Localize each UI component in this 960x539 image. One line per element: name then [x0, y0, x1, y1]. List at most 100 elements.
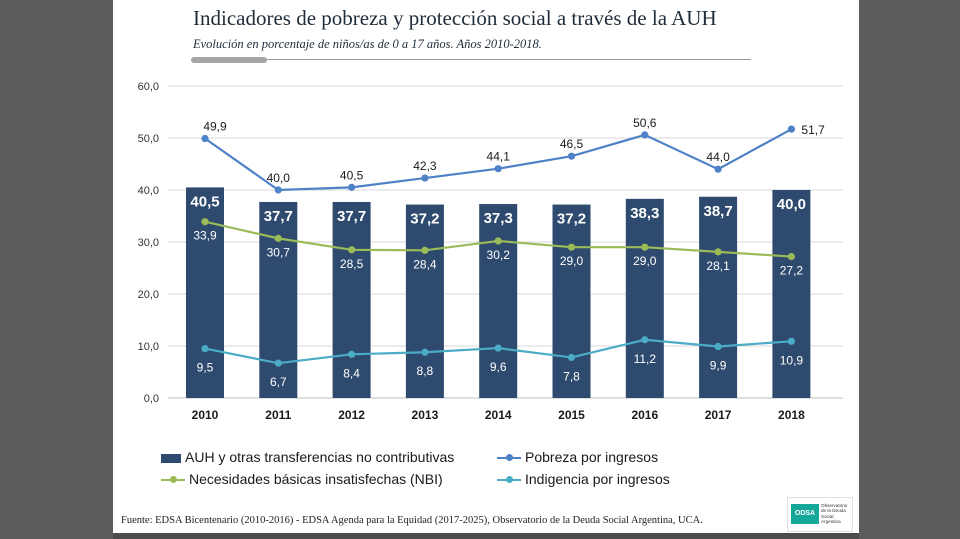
- nbi-point: [567, 243, 576, 251]
- nbi-value-label: 27,2: [780, 264, 804, 278]
- bar-auh: [625, 198, 664, 398]
- indigencia-point: [421, 348, 429, 356]
- bar-auh: [479, 204, 518, 398]
- indigencia-point: [714, 342, 722, 351]
- pobreza-value-label: 44,0: [706, 150, 730, 164]
- pobreza-point: [567, 152, 576, 160]
- y-tick-label: 60,0: [138, 81, 159, 93]
- bar-auh: [552, 204, 591, 398]
- pobreza-value-label: 40,5: [340, 168, 364, 182]
- legend-item-auh: AUH y otras transferencias no contributi…: [161, 449, 454, 465]
- pobreza-point: [787, 125, 796, 133]
- bar-value-label: 40,0: [777, 196, 806, 213]
- pobreza-point: [348, 183, 356, 191]
- pobreza-point: [421, 174, 429, 182]
- bar-value-label: 38,3: [630, 205, 659, 222]
- nbi-point: [348, 246, 356, 254]
- source-note: Fuente: EDSA Bicentenario (2010-2016) - …: [121, 515, 703, 526]
- pobreza-value-label: 49,9: [203, 120, 227, 134]
- y-tick-label: 10,0: [138, 341, 159, 353]
- bar-value-label: 37,7: [264, 208, 293, 225]
- bar-value-label: 38,7: [703, 203, 732, 220]
- bar-value-label: 40,5: [190, 193, 219, 210]
- bar-auh: [405, 204, 444, 398]
- indigencia-point: [787, 337, 796, 345]
- nbi-value-label: 28,4: [413, 257, 437, 271]
- pobreza-point: [641, 131, 649, 139]
- nbi-value-label: 28,5: [340, 257, 364, 271]
- indigencia-value-label: 7,8: [563, 369, 580, 383]
- bar-value-label: 37,7: [337, 208, 366, 225]
- legend-item-nbi: Necesidades básicas insatisfechas (NBI): [161, 471, 443, 487]
- nbi-point: [421, 246, 429, 254]
- indigencia-point: [567, 353, 576, 362]
- title-accent-bar: [191, 57, 267, 63]
- legend-label-indigencia: Indigencia por ingresos: [525, 471, 670, 487]
- x-tick-label: 2010: [192, 408, 219, 422]
- bar-auh: [699, 196, 738, 398]
- legend-swatch-pobreza: [497, 454, 521, 462]
- nbi-value-label: 29,0: [633, 254, 657, 268]
- nbi-point: [641, 243, 649, 251]
- nbi-value-label: 30,7: [267, 245, 291, 259]
- y-tick-label: 40,0: [138, 185, 159, 197]
- indigencia-value-label: 9,6: [490, 360, 507, 374]
- indigencia-point: [201, 345, 209, 353]
- nbi-value-label: 28,1: [706, 259, 730, 273]
- pobreza-value-label: 42,3: [413, 159, 437, 173]
- indigencia-point: [348, 350, 356, 358]
- bar-auh: [259, 201, 298, 398]
- indigencia-value-label: 8,4: [343, 366, 360, 380]
- legend-item-pobreza: Pobreza por ingresos: [497, 449, 658, 465]
- indigencia-point: [641, 336, 649, 344]
- y-tick-label: 30,0: [138, 237, 159, 249]
- indigencia-value-label: 10,9: [780, 353, 804, 367]
- chart-area: 0,0 10,0 20,0 30,0 40,0 50,0 60,0 2010 2011 2012 2…: [138, 81, 843, 422]
- pobreza-point: [274, 186, 282, 194]
- legend-swatch-nbi: [161, 476, 185, 484]
- nbi-value-label: 30,2: [487, 248, 511, 262]
- logo-text: Observatorio de la Deuda Social Argentin…: [821, 503, 848, 525]
- nbi-point: [787, 252, 796, 261]
- indigencia-value-label: 11,2: [634, 352, 657, 366]
- x-tick-label: 2017: [705, 408, 732, 422]
- pobreza-value-label: 44,1: [487, 150, 511, 164]
- nbi-value-label: 29,0: [560, 254, 584, 268]
- bar-value-label: 37,2: [557, 211, 586, 228]
- bar-value-label: 37,3: [484, 210, 513, 227]
- indigencia-point: [494, 344, 502, 352]
- bar-value-label: 37,2: [410, 211, 439, 228]
- logo-mark: ODSA: [791, 504, 819, 524]
- nbi-point: [201, 218, 209, 226]
- indigencia-value-label: 9,5: [197, 361, 214, 375]
- nbi-point: [714, 248, 722, 256]
- x-tick-label: 2016: [631, 408, 658, 422]
- y-tick-label: 0,0: [144, 393, 159, 405]
- title-divider: [191, 59, 751, 60]
- pobreza-value-label: 50,6: [633, 116, 657, 130]
- nbi-point: [274, 234, 282, 242]
- pobreza-point: [494, 165, 502, 173]
- indigencia-value-label: 8,8: [417, 364, 434, 378]
- x-tick-label: 2015: [558, 408, 585, 422]
- legend-label-nbi: Necesidades básicas insatisfechas (NBI): [189, 471, 443, 487]
- legend-swatch-auh: [161, 453, 181, 463]
- nbi-value-label: 33,9: [193, 229, 217, 243]
- legend-swatch-indigencia: [497, 476, 521, 484]
- pobreza-value-label: 46,5: [560, 137, 584, 151]
- legend-label-auh: AUH y otras transferencias no contributi…: [185, 449, 455, 465]
- indigencia-point: [274, 359, 282, 367]
- bar-auh: [332, 201, 371, 398]
- odsa-logo: ODSA Observatorio de la Deuda Social Arg…: [787, 497, 853, 532]
- pobreza-value-label: 40,0: [267, 171, 291, 185]
- x-tick-label: 2013: [412, 408, 439, 422]
- bar-auh: [772, 190, 811, 398]
- x-tick-label: 2014: [485, 408, 512, 422]
- indigencia-value-label: 9,9: [710, 359, 727, 373]
- legend-item-indigencia: Indigencia por ingresos: [497, 471, 670, 487]
- indigencia-value-label: 6,7: [270, 375, 287, 389]
- slide: Indicadores de pobreza y protección soci…: [113, 0, 859, 539]
- chart-title: Indicadores de pobreza y protección soci…: [193, 6, 717, 30]
- y-tick-label: 20,0: [138, 289, 159, 301]
- pobreza-point: [714, 165, 722, 173]
